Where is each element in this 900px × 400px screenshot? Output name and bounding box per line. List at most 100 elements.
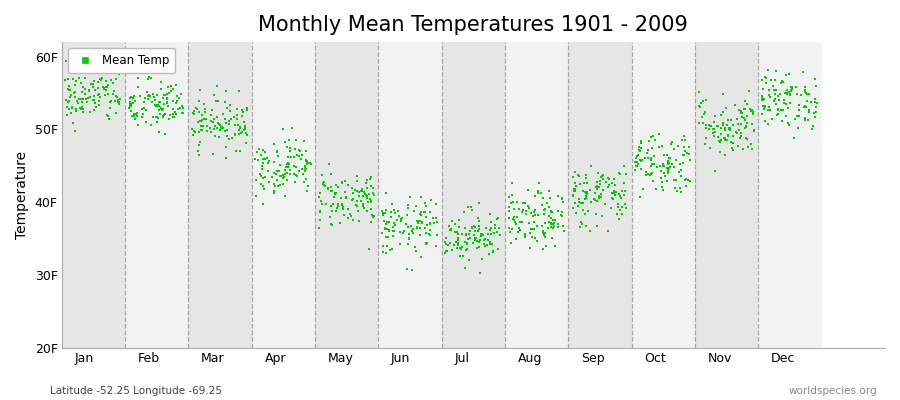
Point [678,148,692,154]
Point [220,132,235,139]
Point [221,120,236,127]
Point [609,211,624,218]
Point [729,130,743,136]
Point [797,86,812,93]
Point [352,193,366,199]
Point [757,96,771,102]
Point [655,142,670,149]
Point [798,116,813,123]
Point [149,114,164,120]
Point [319,201,333,207]
Point [725,147,740,154]
Point [64,110,78,116]
Point [208,123,222,130]
Point [462,231,476,238]
Point [175,103,189,110]
Bar [569,42,632,348]
Point [69,78,84,84]
Point [238,123,252,129]
Point [133,92,148,99]
Point [783,90,797,97]
Point [770,106,785,113]
Point [450,244,464,251]
Point [468,235,482,241]
Point [405,227,419,234]
Point [166,98,180,104]
Point [566,173,580,180]
Point [346,195,360,202]
Point [150,92,165,98]
Point [740,101,754,107]
Point [747,128,761,134]
Point [775,78,789,84]
Point [738,106,752,112]
Point [670,188,684,194]
Point [328,208,343,214]
Point [160,103,175,109]
Point [734,129,748,136]
Point [528,212,543,218]
Point [362,190,376,197]
Point [238,124,252,130]
Point [295,152,310,159]
Point [477,237,491,243]
Point [238,130,253,136]
Point [478,243,492,249]
Point [579,223,593,230]
Point [401,234,416,241]
Point [299,157,313,163]
Point [392,213,406,220]
Point [210,125,224,131]
Point [124,103,139,110]
Point [758,118,772,124]
Point [702,122,716,129]
Point [410,225,424,232]
Point [222,108,237,114]
Point [713,139,727,146]
Point [75,99,89,105]
Point [385,232,400,239]
Point [281,154,295,160]
Point [271,183,285,190]
Point [511,225,526,232]
Point [758,103,772,110]
Point [762,94,777,101]
Point [573,200,588,206]
Point [718,135,733,141]
Point [338,194,353,201]
Point [418,241,433,248]
Point [714,125,728,131]
Point [583,228,598,235]
Point [488,222,502,228]
Point [710,122,724,129]
Point [135,114,149,120]
Point [146,114,160,120]
Point [282,137,296,144]
Point [363,196,377,202]
Point [530,223,544,230]
Point [196,115,211,122]
Y-axis label: Temperature: Temperature [15,151,29,239]
Point [312,217,327,224]
Point [447,242,462,249]
Point [526,219,541,226]
Point [278,138,293,145]
Point [692,89,706,95]
Point [490,216,504,222]
Point [142,93,157,99]
Point [315,172,329,178]
Point [452,224,466,230]
Point [220,105,234,112]
Point [277,193,292,199]
Point [418,209,432,216]
Point [87,78,102,84]
Point [717,136,732,143]
Point [740,120,754,126]
Point [375,208,390,214]
Point [385,228,400,234]
Point [91,85,105,91]
Point [140,88,155,95]
Point [338,178,352,184]
Point [590,186,604,192]
Point [770,92,785,99]
